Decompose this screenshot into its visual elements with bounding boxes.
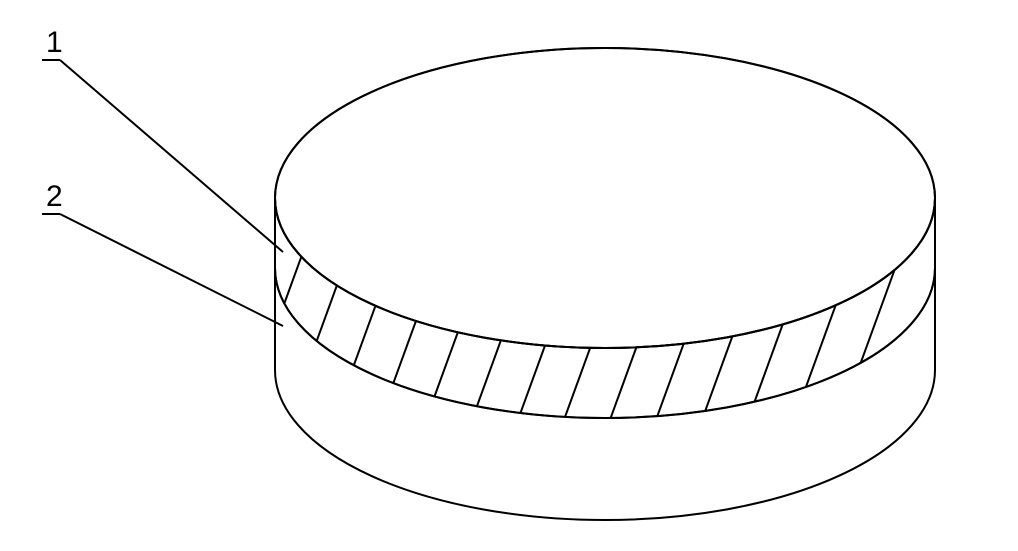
- diagram-svg: [0, 0, 1018, 551]
- callout-label-2-text: 2: [46, 180, 63, 213]
- callout-label-1: 1: [46, 26, 63, 60]
- callout-label-2: 2: [46, 180, 63, 214]
- callout-label-1-text: 1: [46, 26, 63, 59]
